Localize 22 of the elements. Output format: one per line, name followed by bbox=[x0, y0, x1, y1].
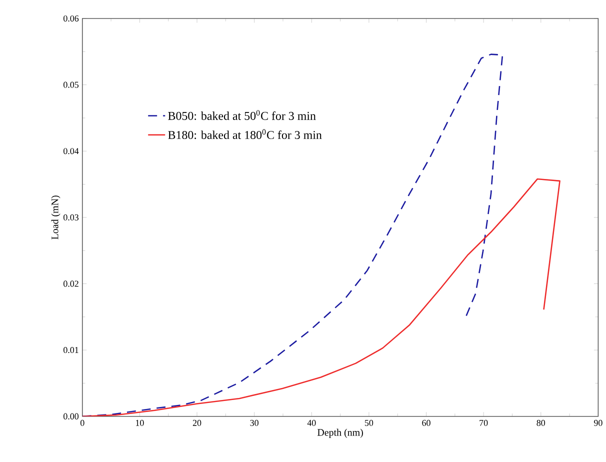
y-tick-label: 0.02 bbox=[64, 280, 78, 287]
y-tick-label: 0.04 bbox=[64, 148, 79, 154]
x-axis-title: Depth (nm) bbox=[317, 428, 363, 438]
x-tick-label: 50 bbox=[364, 420, 374, 426]
x-tick-label: 90 bbox=[594, 420, 602, 426]
line-series bbox=[82, 178, 560, 416]
y-tick-label: 0.00 bbox=[64, 413, 79, 420]
x-tick-label: 10 bbox=[136, 420, 144, 426]
x-tick-label: 20 bbox=[192, 420, 202, 426]
x-tick-label: 0 bbox=[80, 420, 84, 426]
x-tick-label: 80 bbox=[536, 420, 546, 426]
x-tick-label: 40 bbox=[307, 420, 316, 426]
x-tick-label: 70 bbox=[480, 420, 488, 426]
y-axis-title: Load (mN) bbox=[51, 196, 60, 240]
y-tick-label: 0.03 bbox=[64, 214, 79, 221]
legend-label: B180: baked at 180$^{0}$C for 3 min bbox=[168, 129, 322, 140]
x-tick-label: 30 bbox=[250, 420, 258, 426]
y-tick-label: 0.05 bbox=[64, 82, 79, 88]
y-tick-label: 0.01 bbox=[64, 347, 78, 354]
legend-label: B050: baked at 50$^{0}$C for 3 min bbox=[168, 110, 316, 120]
x-tick-label: 60 bbox=[422, 420, 430, 426]
y-tick-label: 0.06 bbox=[64, 16, 79, 22]
